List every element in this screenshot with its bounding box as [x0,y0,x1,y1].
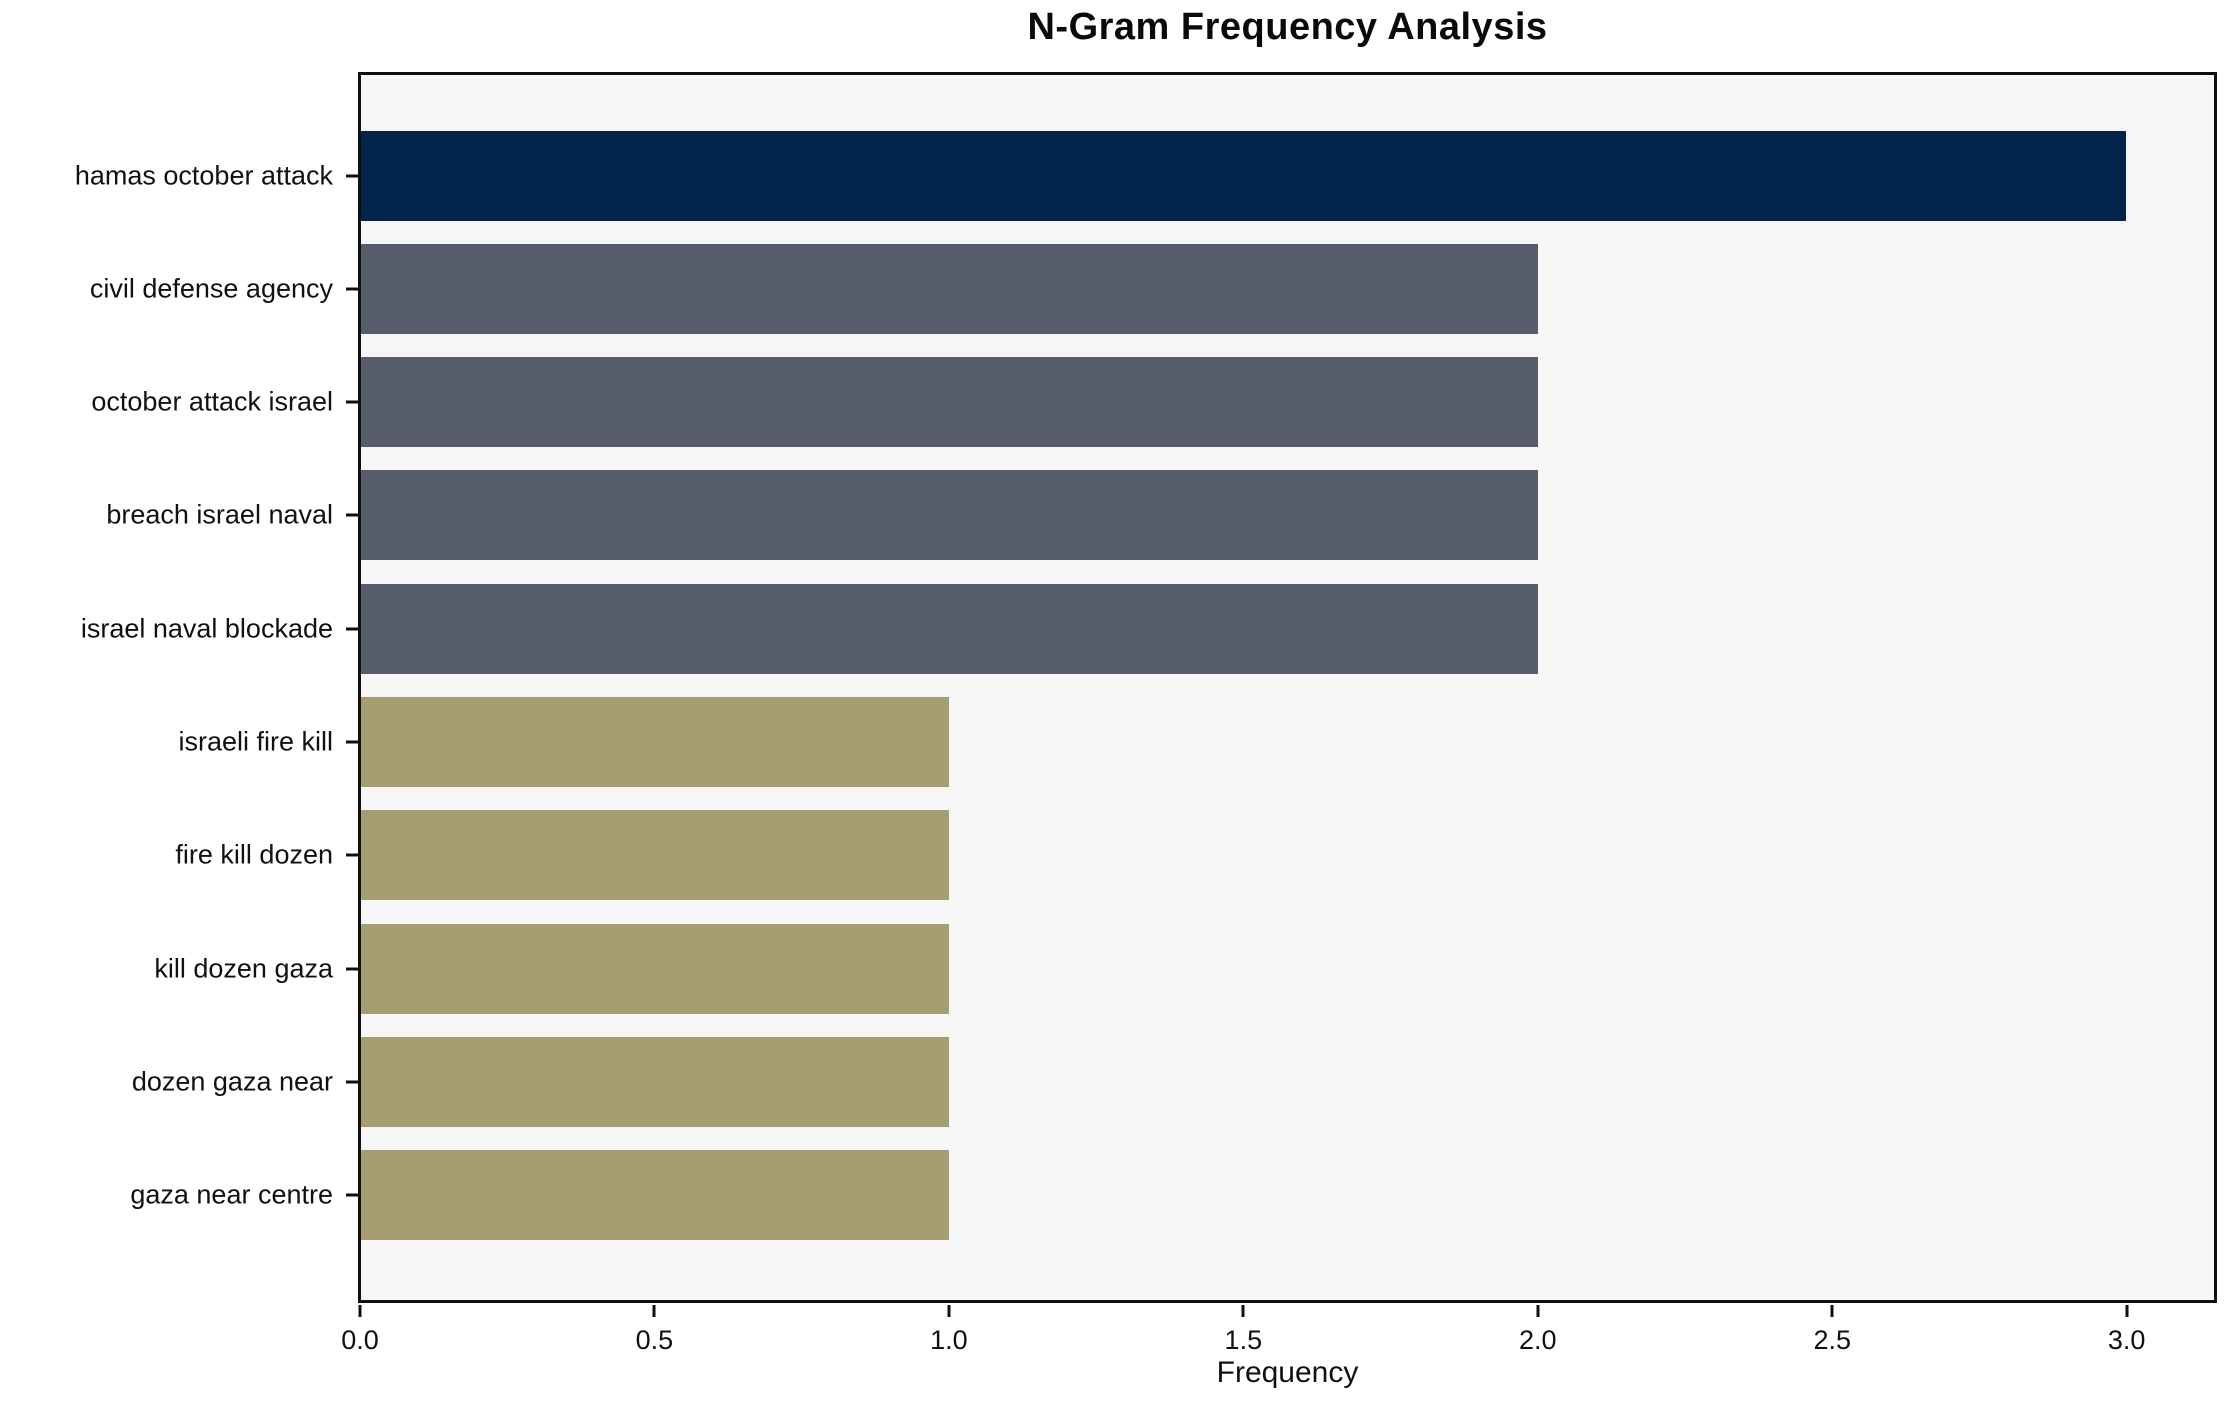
x-tick-mark [2125,1305,2129,1317]
y-tick-label: israel naval blockade [80,613,333,644]
x-tick-label: 2.5 [1813,1325,1851,1355]
bar [361,357,1538,448]
bar [361,470,1538,561]
y-tick-mark [346,1080,358,1084]
x-tick-mark [358,1305,362,1317]
chart-title: N-Gram Frequency Analysis [1027,6,1548,48]
y-tick-label: civil defense agency [89,273,333,304]
y-tick-label: dozen gaza near [131,1066,333,1097]
y-tick-label: fire kill dozen [175,839,333,870]
bar-row: hamas october attack [75,119,2214,232]
x-tick-mark [652,1305,656,1317]
x-tick-label: 0.0 [341,1325,379,1355]
y-tick-label: hamas october attack [74,160,333,190]
bar-row: israeli fire kill [178,686,2214,799]
x-tick-label: 2.0 [1518,1325,1557,1355]
bar-row: gaza near centre [130,1139,2214,1252]
bar [361,697,950,788]
bar [361,923,950,1014]
y-tick-mark [346,1193,358,1197]
y-tick-label: kill dozen gaza [154,953,333,984]
x-tick-label: 3.0 [2107,1325,2146,1355]
bar-row: kill dozen gaza [154,912,2214,1025]
bar-row: fire kill dozen [175,799,2214,912]
y-tick-label: october attack israel [91,386,333,417]
y-tick-mark [346,174,358,177]
plot-area: hamas october attack civil defense agency… [75,72,2217,1303]
y-tick-label: israeli fire kill [178,726,333,757]
bar-row: civil defense agency [90,232,2214,345]
x-tick-label: 0.5 [635,1325,674,1355]
y-tick-mark [346,627,358,631]
y-tick-mark [346,400,358,404]
bar-row: breach israel naval [106,459,2214,572]
x-axis-label: Frequency [1216,1356,1359,1389]
x-tick-mark [1536,1305,1540,1317]
x-tick-label: 1.0 [930,1325,968,1355]
bar-row: dozen gaza near [132,1026,2214,1139]
x-tick-mark [947,1305,951,1317]
y-tick-label: breach israel naval [106,499,333,530]
bars-container: hamas october attack civil defense agency… [75,75,2214,1300]
bar [361,810,950,901]
bar [361,1150,950,1241]
y-tick-mark [346,287,358,291]
bar [361,243,1538,334]
y-tick-mark [346,853,358,857]
bar [361,130,2126,221]
bar [361,1037,950,1128]
y-tick-mark [346,513,358,517]
x-tick-label: 1.5 [1224,1325,1263,1355]
x-tick-mark [1830,1305,1834,1317]
y-tick-label: gaza near centre [130,1179,333,1210]
bar [361,583,1538,674]
y-tick-mark [346,967,358,971]
bar-row: israel naval blockade [81,572,2214,685]
x-tick-mark [1241,1305,1245,1317]
y-tick-mark [346,740,358,744]
bar-row: october attack israel [91,346,2214,459]
